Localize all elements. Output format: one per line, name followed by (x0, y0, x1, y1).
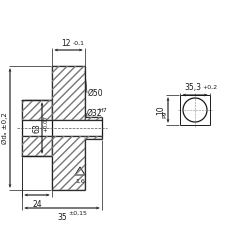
Text: ±0,15: ±0,15 (68, 211, 87, 216)
Text: 10: 10 (156, 105, 165, 115)
Text: 63: 63 (32, 123, 41, 133)
Text: Ødₐ ±0,2: Ødₐ ±0,2 (2, 112, 8, 144)
Text: 35,3: 35,3 (184, 83, 202, 92)
Text: 24: 24 (32, 200, 42, 209)
Text: P9: P9 (162, 110, 167, 118)
Text: 1,6: 1,6 (75, 179, 85, 184)
Text: Ø50: Ø50 (88, 88, 104, 98)
Text: H7: H7 (98, 108, 107, 114)
Text: 35: 35 (57, 213, 67, 222)
Text: +0,2: +0,2 (202, 85, 217, 90)
Text: 12: 12 (61, 39, 70, 48)
Text: Ø32: Ø32 (87, 108, 102, 118)
Text: +0,07: +0,07 (43, 116, 48, 132)
Text: -0,1: -0,1 (72, 41, 85, 46)
